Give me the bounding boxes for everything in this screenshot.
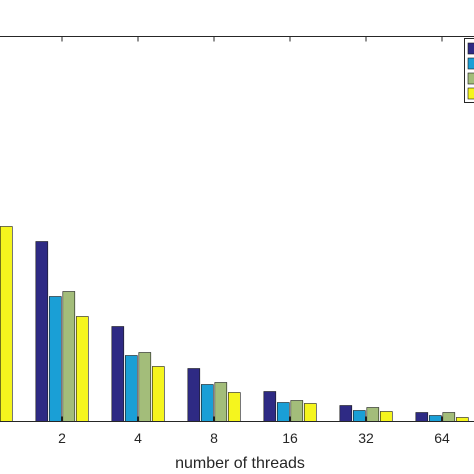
x-tick-label-32: 32 <box>358 430 374 446</box>
bar-64-series-4 <box>455 417 469 422</box>
legend-box <box>464 38 474 103</box>
bar-8-series-3 <box>214 382 228 422</box>
bar-32-series-1 <box>339 405 353 422</box>
legend <box>464 38 474 103</box>
bar-2-series-4 <box>76 316 89 422</box>
x-axis-label: number of threads <box>175 455 305 472</box>
x-tick-label-8: 8 <box>210 430 218 446</box>
bar-4-series-2 <box>125 355 138 422</box>
bar-64-series-2 <box>428 415 442 422</box>
bar-2-series-3 <box>62 291 76 422</box>
bar-64-series-3 <box>442 412 456 422</box>
bar-8-series-4 <box>228 392 241 422</box>
bar-8-series-2 <box>201 384 214 422</box>
legend-swatch-series-4 <box>467 87 474 100</box>
bar-16-series-4 <box>303 403 317 422</box>
x-tick-label-64: 64 <box>434 430 450 446</box>
bar-64-series-1 <box>415 412 429 422</box>
bar-32-series-4 <box>379 411 393 422</box>
ticks-layer <box>61 36 443 422</box>
bar-2-series-1 <box>35 241 49 422</box>
bar-2-series-2 <box>48 296 62 422</box>
x-tick-label-16: 16 <box>282 430 298 446</box>
bar-4-series-4 <box>152 366 165 422</box>
bar-8-series-1 <box>187 368 201 422</box>
bar-4-series-1 <box>111 326 125 422</box>
x-tick-label-2: 2 <box>58 430 66 446</box>
bar-1-series-4 <box>0 226 13 422</box>
tick-labels-layer: 1248163264 <box>58 430 450 446</box>
bar-4-series-3 <box>138 352 152 422</box>
bars-layer <box>0 226 469 422</box>
x-tick-label-4: 4 <box>134 430 142 446</box>
bar-16-series-2 <box>276 402 290 422</box>
legend-swatch-series-1 <box>467 42 474 55</box>
bar-16-series-3 <box>290 400 304 422</box>
bar-32-series-3 <box>366 407 380 422</box>
legend-swatch-series-3 <box>467 72 474 85</box>
bar-32-series-2 <box>352 410 366 422</box>
axes-layer <box>0 36 474 422</box>
legend-swatch-series-2 <box>467 57 474 70</box>
bar-16-series-1 <box>263 391 277 422</box>
